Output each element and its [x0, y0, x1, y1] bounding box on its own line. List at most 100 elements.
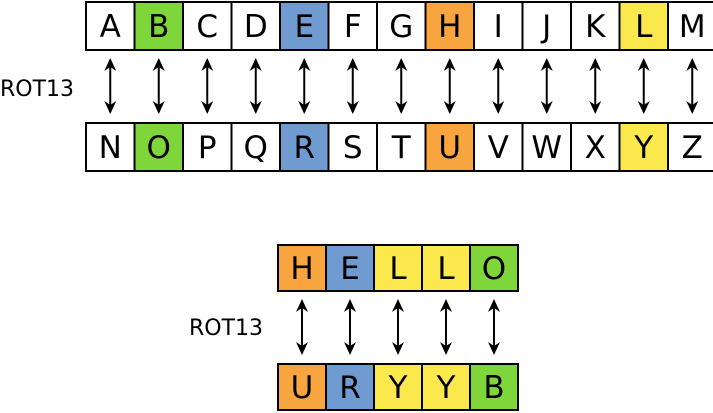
top-row-cell: C: [182, 1, 233, 51]
cipher-word-cell-box: [373, 363, 423, 411]
mapping-arrow: [686, 58, 699, 114]
cipher-word-cell-box: [277, 363, 327, 411]
plain-word-cell-box: [421, 244, 471, 292]
top-row-cell: D: [230, 1, 281, 51]
plain-word-cell: L: [421, 244, 471, 292]
mapping-arrow: [492, 58, 505, 114]
plain-word-cell-box: [325, 244, 375, 292]
bottom-row-letter: O: [147, 130, 171, 166]
top-row-cell: L: [618, 1, 669, 51]
rot13-label-top: ROT13: [0, 77, 74, 102]
cipher-word-cell: R: [325, 363, 375, 411]
cipher-word-letter: R: [339, 370, 361, 406]
bottom-row-cell: T: [376, 122, 427, 172]
plain-word-letter: E: [340, 251, 360, 287]
mapping-arrow: [201, 58, 214, 114]
plain-word-letter: H: [290, 251, 313, 287]
top-row-cell-box: [133, 1, 184, 51]
cipher-word-cell: Y: [373, 363, 423, 411]
top-row-letter: K: [585, 9, 606, 45]
bottom-row-cell-box: [618, 122, 669, 172]
example-arrow: [344, 299, 356, 355]
top-row-letter: A: [100, 9, 121, 45]
bottom-row-cell: S: [327, 122, 378, 172]
top-row-cell: H: [424, 1, 475, 51]
top-row-cell: G: [376, 1, 427, 51]
top-row-letter: H: [438, 9, 461, 45]
bottom-row-cell: Q: [230, 122, 281, 172]
mapping-arrow: [395, 58, 408, 114]
top-row-cell: M: [667, 1, 713, 51]
bottom-row-letter: V: [488, 130, 509, 166]
mapping-arrow: [249, 58, 262, 114]
mapping-arrow: [443, 58, 456, 114]
top-row-cell-box: [521, 1, 572, 51]
plain-word-cell-box: [469, 244, 519, 292]
bottom-row-letter: U: [438, 130, 461, 166]
cipher-word-cell-box: [469, 363, 519, 411]
top-row-cell: B: [133, 1, 184, 51]
top-row-letter: I: [494, 9, 503, 45]
mapping-arrow: [540, 58, 553, 114]
plain-word-letter: O: [482, 251, 506, 287]
plain-word-cell: H: [277, 244, 327, 292]
bottom-row-cell: Z: [667, 122, 713, 172]
bottom-row-cell-box: [327, 122, 378, 172]
mapping-arrow: [152, 58, 165, 114]
bottom-row-cell: O: [133, 122, 184, 172]
cipher-word-letter: B: [483, 370, 504, 406]
top-row-cell: K: [570, 1, 621, 51]
top-row-letter: G: [389, 9, 413, 45]
top-row-letter: M: [679, 9, 706, 45]
top-row-letter: C: [196, 9, 218, 45]
cipher-word-cell: U: [277, 363, 327, 411]
alphabet-mapping: A B C D E F G H I J K L M N O P Q R S T U V W X Y Z: [85, 1, 713, 172]
example-arrow: [440, 299, 452, 355]
bottom-row-letter: Y: [633, 130, 653, 166]
bottom-row-cell: W: [521, 122, 572, 172]
top-row-cell-box: [327, 1, 378, 51]
bottom-row-letter: Q: [244, 130, 268, 166]
bottom-row-cell: V: [473, 122, 524, 172]
rot13-label-example: ROT13: [189, 316, 263, 341]
top-row-letter: L: [635, 9, 653, 45]
bottom-row-cell: X: [570, 122, 621, 172]
bottom-row-cell-box: [521, 122, 572, 172]
top-row-letter: F: [344, 9, 362, 45]
top-row-cell-box: [667, 1, 713, 51]
top-row-letter: J: [540, 9, 551, 45]
top-row-cell: E: [279, 1, 330, 51]
example-arrow: [392, 299, 404, 355]
top-row-cell-box: [279, 1, 330, 51]
mapping-arrow: [637, 58, 650, 114]
top-row-cell: I: [473, 1, 524, 51]
mapping-arrow: [346, 58, 359, 114]
plain-word-cell: O: [469, 244, 519, 292]
top-row-letter: E: [294, 9, 314, 45]
mapping-arrow: [589, 58, 602, 114]
bottom-row-cell: U: [424, 122, 475, 172]
top-row-cell: F: [327, 1, 378, 51]
plain-word-cell-box: [373, 244, 423, 292]
bottom-row-cell: N: [85, 122, 136, 172]
bottom-row-letter: T: [391, 130, 412, 166]
bottom-row-letter: P: [198, 130, 217, 166]
top-row-cell-box: [473, 1, 524, 51]
top-row-cell: J: [521, 1, 572, 51]
plain-word-letter: L: [389, 251, 407, 287]
cipher-word-cell: Y: [421, 363, 471, 411]
top-row-cell-box: [376, 1, 427, 51]
top-row-cell-box: [85, 1, 136, 51]
bottom-row-cell: Y: [618, 122, 669, 172]
cipher-word-cell: B: [469, 363, 519, 411]
example-arrow: [296, 299, 308, 355]
bottom-row-cell-box: [473, 122, 524, 172]
top-row-cell-box: [424, 1, 475, 51]
bottom-row-cell-box: [376, 122, 427, 172]
bottom-row-cell-box: [667, 122, 713, 172]
bottom-row-cell-box: [85, 122, 136, 172]
top-row-cell-box: [618, 1, 669, 51]
top-row-letter: B: [148, 9, 169, 45]
bottom-row-letter: W: [531, 130, 562, 166]
